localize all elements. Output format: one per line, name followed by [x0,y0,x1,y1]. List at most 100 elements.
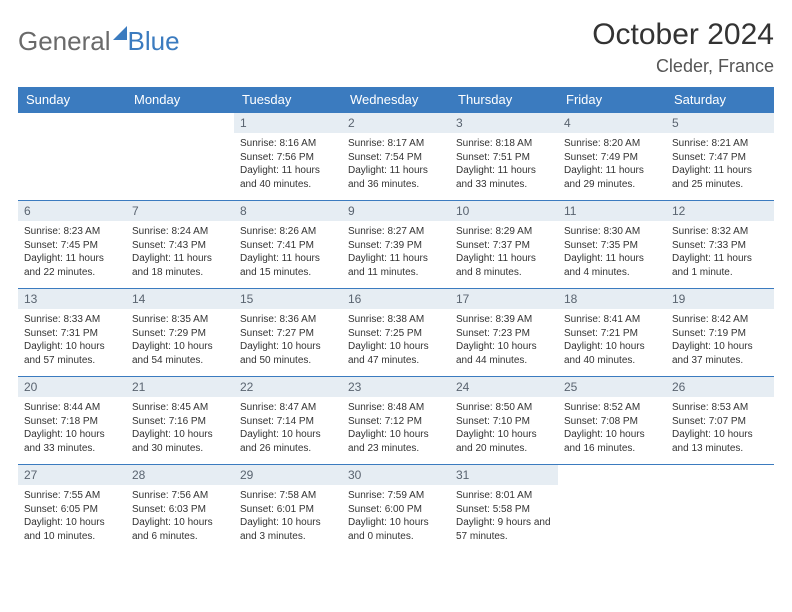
day-details: Sunrise: 8:29 AMSunset: 7:37 PMDaylight:… [450,221,558,283]
day-cell: 26Sunrise: 8:53 AMSunset: 7:07 PMDayligh… [666,376,774,464]
day-details: Sunrise: 7:56 AMSunset: 6:03 PMDaylight:… [126,485,234,547]
day-details: Sunrise: 8:30 AMSunset: 7:35 PMDaylight:… [558,221,666,283]
day-cell: 21Sunrise: 8:45 AMSunset: 7:16 PMDayligh… [126,376,234,464]
calendar-cell: 5Sunrise: 8:21 AMSunset: 7:47 PMDaylight… [666,112,774,200]
day-details: Sunrise: 8:32 AMSunset: 7:33 PMDaylight:… [666,221,774,283]
calendar-cell: 15Sunrise: 8:36 AMSunset: 7:27 PMDayligh… [234,288,342,376]
calendar-cell: 2Sunrise: 8:17 AMSunset: 7:54 PMDaylight… [342,112,450,200]
weekday-header: Sunday [18,87,126,112]
logo-text-blue: Blue [128,26,180,57]
weekday-header: Monday [126,87,234,112]
calendar-cell: 3Sunrise: 8:18 AMSunset: 7:51 PMDaylight… [450,112,558,200]
calendar-cell: 27Sunrise: 7:55 AMSunset: 6:05 PMDayligh… [18,464,126,552]
day-details: Sunrise: 8:47 AMSunset: 7:14 PMDaylight:… [234,397,342,459]
day-details: Sunrise: 8:21 AMSunset: 7:47 PMDaylight:… [666,133,774,195]
day-details: Sunrise: 7:55 AMSunset: 6:05 PMDaylight:… [18,485,126,547]
day-cell: 1Sunrise: 8:16 AMSunset: 7:56 PMDaylight… [234,112,342,200]
day-cell: 4Sunrise: 8:20 AMSunset: 7:49 PMDaylight… [558,112,666,200]
day-number: 5 [666,113,774,133]
day-cell: 28Sunrise: 7:56 AMSunset: 6:03 PMDayligh… [126,464,234,552]
day-number: 20 [18,377,126,397]
day-details: Sunrise: 8:48 AMSunset: 7:12 PMDaylight:… [342,397,450,459]
day-number: 30 [342,465,450,485]
calendar-table: SundayMondayTuesdayWednesdayThursdayFrid… [18,87,774,552]
empty-day [666,464,774,552]
day-details: Sunrise: 8:53 AMSunset: 7:07 PMDaylight:… [666,397,774,459]
day-details: Sunrise: 8:35 AMSunset: 7:29 PMDaylight:… [126,309,234,371]
day-details: Sunrise: 8:41 AMSunset: 7:21 PMDaylight:… [558,309,666,371]
calendar-cell [666,464,774,552]
calendar-cell: 20Sunrise: 8:44 AMSunset: 7:18 PMDayligh… [18,376,126,464]
empty-day [126,112,234,200]
day-details: Sunrise: 8:36 AMSunset: 7:27 PMDaylight:… [234,309,342,371]
calendar-cell: 7Sunrise: 8:24 AMSunset: 7:43 PMDaylight… [126,200,234,288]
day-details: Sunrise: 8:26 AMSunset: 7:41 PMDaylight:… [234,221,342,283]
day-number: 27 [18,465,126,485]
day-cell: 7Sunrise: 8:24 AMSunset: 7:43 PMDaylight… [126,200,234,288]
day-details: Sunrise: 8:24 AMSunset: 7:43 PMDaylight:… [126,221,234,283]
logo-text-general: General [18,26,111,57]
day-cell: 15Sunrise: 8:36 AMSunset: 7:27 PMDayligh… [234,288,342,376]
day-number: 23 [342,377,450,397]
day-number: 2 [342,113,450,133]
weekday-header-row: SundayMondayTuesdayWednesdayThursdayFrid… [18,87,774,112]
day-number: 9 [342,201,450,221]
day-cell: 9Sunrise: 8:27 AMSunset: 7:39 PMDaylight… [342,200,450,288]
calendar-cell: 23Sunrise: 8:48 AMSunset: 7:12 PMDayligh… [342,376,450,464]
day-cell: 13Sunrise: 8:33 AMSunset: 7:31 PMDayligh… [18,288,126,376]
calendar-cell: 8Sunrise: 8:26 AMSunset: 7:41 PMDaylight… [234,200,342,288]
calendar-cell: 24Sunrise: 8:50 AMSunset: 7:10 PMDayligh… [450,376,558,464]
day-details: Sunrise: 8:33 AMSunset: 7:31 PMDaylight:… [18,309,126,371]
location-label: Cleder, France [592,56,774,77]
day-number: 29 [234,465,342,485]
calendar-cell: 10Sunrise: 8:29 AMSunset: 7:37 PMDayligh… [450,200,558,288]
calendar-cell [18,112,126,200]
empty-day [558,464,666,552]
day-details: Sunrise: 8:38 AMSunset: 7:25 PMDaylight:… [342,309,450,371]
empty-day [18,112,126,200]
day-cell: 22Sunrise: 8:47 AMSunset: 7:14 PMDayligh… [234,376,342,464]
day-details: Sunrise: 8:50 AMSunset: 7:10 PMDaylight:… [450,397,558,459]
day-details: Sunrise: 8:52 AMSunset: 7:08 PMDaylight:… [558,397,666,459]
calendar-week-row: 13Sunrise: 8:33 AMSunset: 7:31 PMDayligh… [18,288,774,376]
day-details: Sunrise: 8:16 AMSunset: 7:56 PMDaylight:… [234,133,342,195]
calendar-cell: 30Sunrise: 7:59 AMSunset: 6:00 PMDayligh… [342,464,450,552]
day-number: 4 [558,113,666,133]
day-number: 6 [18,201,126,221]
calendar-cell: 26Sunrise: 8:53 AMSunset: 7:07 PMDayligh… [666,376,774,464]
calendar-cell: 6Sunrise: 8:23 AMSunset: 7:45 PMDaylight… [18,200,126,288]
calendar-body: 1Sunrise: 8:16 AMSunset: 7:56 PMDaylight… [18,112,774,552]
day-number: 8 [234,201,342,221]
calendar-page: General Blue October 2024 Cleder, France… [0,0,792,552]
day-number: 31 [450,465,558,485]
calendar-cell: 22Sunrise: 8:47 AMSunset: 7:14 PMDayligh… [234,376,342,464]
logo-triangle-icon [113,26,127,40]
logo: General Blue [18,18,180,57]
day-details: Sunrise: 8:17 AMSunset: 7:54 PMDaylight:… [342,133,450,195]
calendar-cell: 11Sunrise: 8:30 AMSunset: 7:35 PMDayligh… [558,200,666,288]
day-details: Sunrise: 8:18 AMSunset: 7:51 PMDaylight:… [450,133,558,195]
day-number: 11 [558,201,666,221]
calendar-cell: 28Sunrise: 7:56 AMSunset: 6:03 PMDayligh… [126,464,234,552]
calendar-cell: 14Sunrise: 8:35 AMSunset: 7:29 PMDayligh… [126,288,234,376]
weekday-header: Friday [558,87,666,112]
month-title: October 2024 [592,18,774,52]
day-number: 3 [450,113,558,133]
day-cell: 3Sunrise: 8:18 AMSunset: 7:51 PMDaylight… [450,112,558,200]
day-details: Sunrise: 8:20 AMSunset: 7:49 PMDaylight:… [558,133,666,195]
weekday-header: Saturday [666,87,774,112]
day-details: Sunrise: 7:59 AMSunset: 6:00 PMDaylight:… [342,485,450,547]
calendar-week-row: 1Sunrise: 8:16 AMSunset: 7:56 PMDaylight… [18,112,774,200]
day-cell: 12Sunrise: 8:32 AMSunset: 7:33 PMDayligh… [666,200,774,288]
calendar-cell [558,464,666,552]
day-number: 15 [234,289,342,309]
day-cell: 20Sunrise: 8:44 AMSunset: 7:18 PMDayligh… [18,376,126,464]
day-number: 26 [666,377,774,397]
day-number: 1 [234,113,342,133]
day-number: 16 [342,289,450,309]
day-cell: 19Sunrise: 8:42 AMSunset: 7:19 PMDayligh… [666,288,774,376]
day-cell: 6Sunrise: 8:23 AMSunset: 7:45 PMDaylight… [18,200,126,288]
day-number: 25 [558,377,666,397]
day-cell: 24Sunrise: 8:50 AMSunset: 7:10 PMDayligh… [450,376,558,464]
calendar-cell [126,112,234,200]
